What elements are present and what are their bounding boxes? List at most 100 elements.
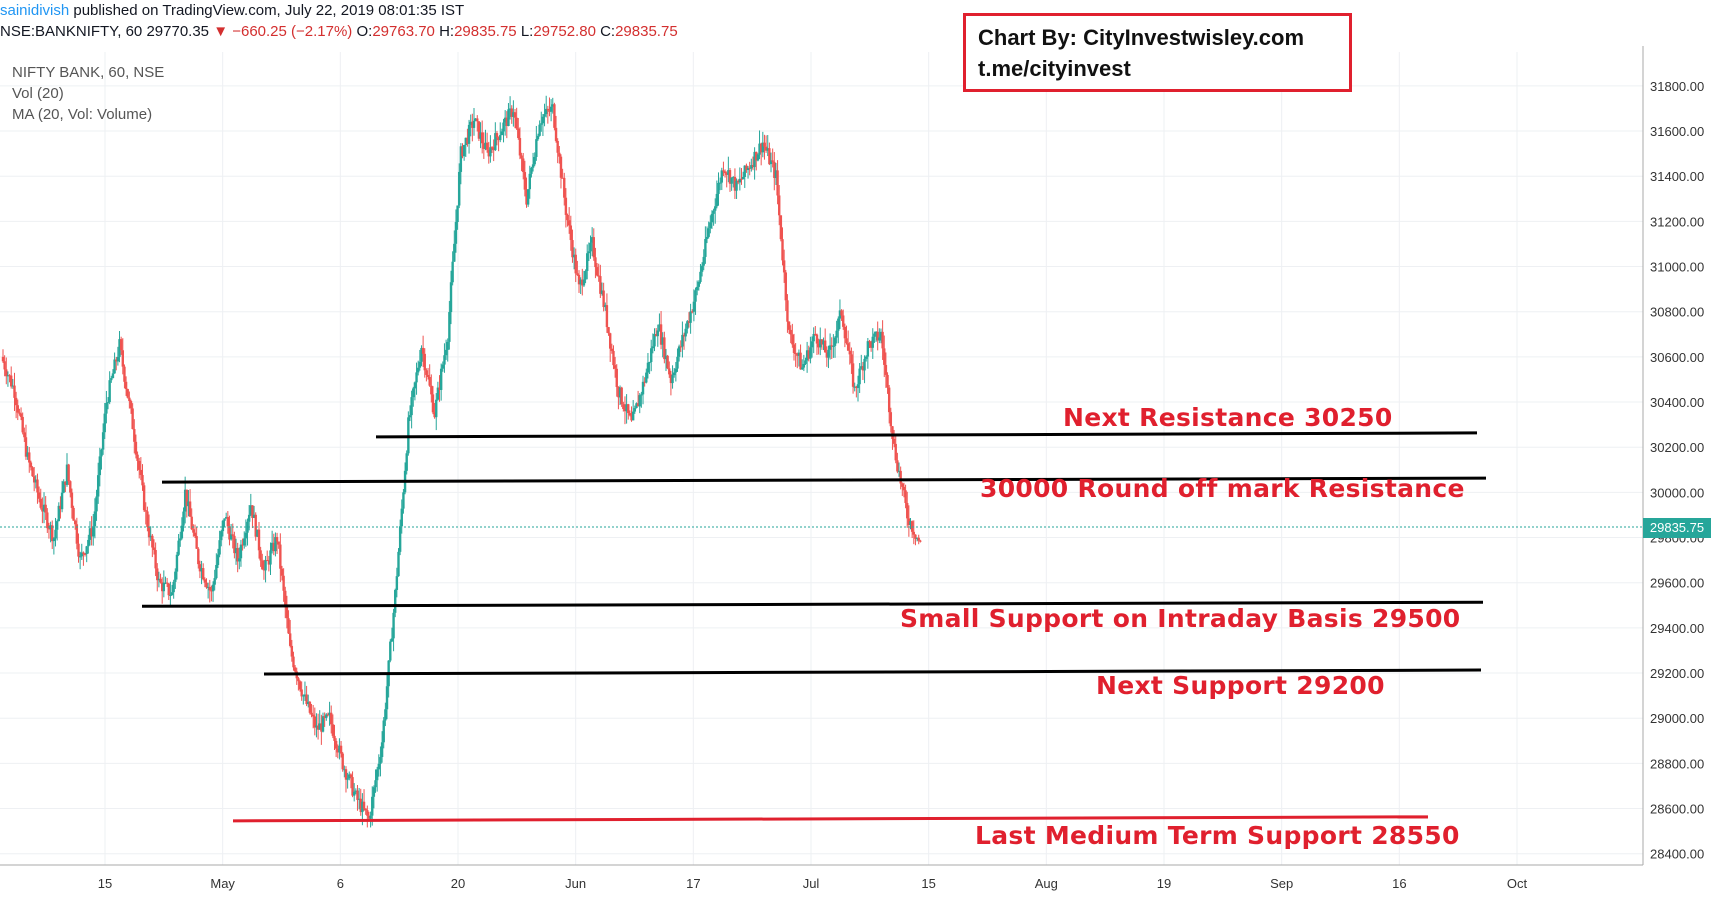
candle-body xyxy=(451,261,454,283)
candle-body xyxy=(584,270,587,280)
candle-body xyxy=(334,740,338,749)
candle-body xyxy=(651,346,655,349)
candle-body xyxy=(874,331,878,334)
candle-body xyxy=(574,254,577,274)
candle-body xyxy=(876,331,879,341)
legend-ma[interactable]: MA (20, Vol: Volume) xyxy=(12,106,153,123)
candle-body xyxy=(799,352,802,370)
candle-body xyxy=(528,173,531,190)
candle-body xyxy=(231,534,234,536)
candle-body xyxy=(3,361,6,370)
candle-body xyxy=(633,408,637,412)
candle-body xyxy=(653,334,656,347)
candle-body xyxy=(325,714,328,718)
candle-body xyxy=(288,633,292,646)
candle-body xyxy=(218,540,221,555)
candle-body xyxy=(684,328,687,337)
candle-body xyxy=(768,148,771,165)
candle-body xyxy=(599,276,602,294)
candle-body xyxy=(185,489,188,507)
candle-body xyxy=(915,537,919,539)
candle-body xyxy=(46,512,49,529)
candle-body xyxy=(54,529,57,539)
candle-body xyxy=(745,165,748,171)
candle-body xyxy=(70,492,74,508)
y-tick-label: 30000.00 xyxy=(1650,485,1704,500)
candle-body xyxy=(906,503,909,519)
candle-body xyxy=(492,147,495,151)
candle-body xyxy=(865,356,868,359)
candle-body xyxy=(489,147,492,157)
candle-body xyxy=(13,385,16,398)
candle-body xyxy=(620,387,623,405)
candle-body xyxy=(92,526,95,537)
candle-body xyxy=(838,310,842,319)
candle-body xyxy=(866,341,870,357)
candle-body xyxy=(787,321,791,330)
candle-body xyxy=(352,791,356,796)
candle-body xyxy=(23,432,26,438)
candle-body xyxy=(541,116,545,124)
candle-body xyxy=(164,582,167,584)
candle-body xyxy=(668,368,671,375)
candle-body xyxy=(348,774,351,779)
x-tick-label: May xyxy=(210,876,235,891)
candle-body xyxy=(285,607,289,619)
candle-body xyxy=(95,496,98,512)
level-line[interactable] xyxy=(232,815,1429,823)
candle-body xyxy=(791,334,794,345)
candle-body xyxy=(825,352,829,358)
candle-body xyxy=(769,160,773,165)
candle-body xyxy=(275,537,279,542)
candle-body xyxy=(416,367,420,373)
candle-body xyxy=(750,165,753,169)
candle-body xyxy=(792,344,796,353)
candle-body xyxy=(134,441,138,455)
candle-body xyxy=(842,315,845,327)
candle-body xyxy=(776,170,779,196)
candle-body xyxy=(766,148,769,151)
candle-body xyxy=(531,164,535,168)
candle-body xyxy=(59,505,62,510)
legend-title[interactable]: NIFTY BANK, 60, NSE xyxy=(12,64,165,81)
candle-body xyxy=(779,215,783,240)
candle-body xyxy=(484,142,487,149)
candle-body xyxy=(579,279,582,285)
candle-body xyxy=(292,656,295,668)
candle-body xyxy=(692,301,696,312)
candle-body xyxy=(679,346,682,348)
candle-body xyxy=(469,121,472,125)
candle-body xyxy=(239,544,243,559)
level-line[interactable] xyxy=(141,600,1484,608)
x-tick-label: 15 xyxy=(921,876,935,891)
candle-body xyxy=(622,404,625,409)
candle-body xyxy=(160,582,164,592)
candle-body xyxy=(456,205,459,223)
candle-body xyxy=(884,364,888,375)
y-tick-label: 28400.00 xyxy=(1650,847,1704,862)
candle-body xyxy=(822,340,825,345)
candle-body xyxy=(369,815,372,819)
candle-body xyxy=(725,173,728,175)
level-line[interactable] xyxy=(263,668,1482,676)
candle-body xyxy=(630,415,633,421)
candle-body xyxy=(843,326,847,339)
candle-body xyxy=(205,582,208,588)
candle-body xyxy=(6,375,10,377)
candle-body xyxy=(720,170,723,183)
candle-body xyxy=(425,370,428,375)
level-line[interactable] xyxy=(375,431,1478,439)
candle-body xyxy=(797,352,801,356)
candle-body xyxy=(894,443,897,461)
candle-body xyxy=(305,694,308,705)
candle-body xyxy=(485,142,489,150)
candle-body xyxy=(323,716,326,718)
level-line[interactable] xyxy=(161,476,1487,484)
author-link[interactable]: sainidivish xyxy=(0,2,70,19)
candle-body xyxy=(187,501,190,507)
candle-body xyxy=(375,769,379,781)
legend-vol[interactable]: Vol (20) xyxy=(12,85,64,102)
candle-body xyxy=(543,114,546,117)
candle-body xyxy=(771,160,774,162)
candle-body xyxy=(704,239,707,257)
